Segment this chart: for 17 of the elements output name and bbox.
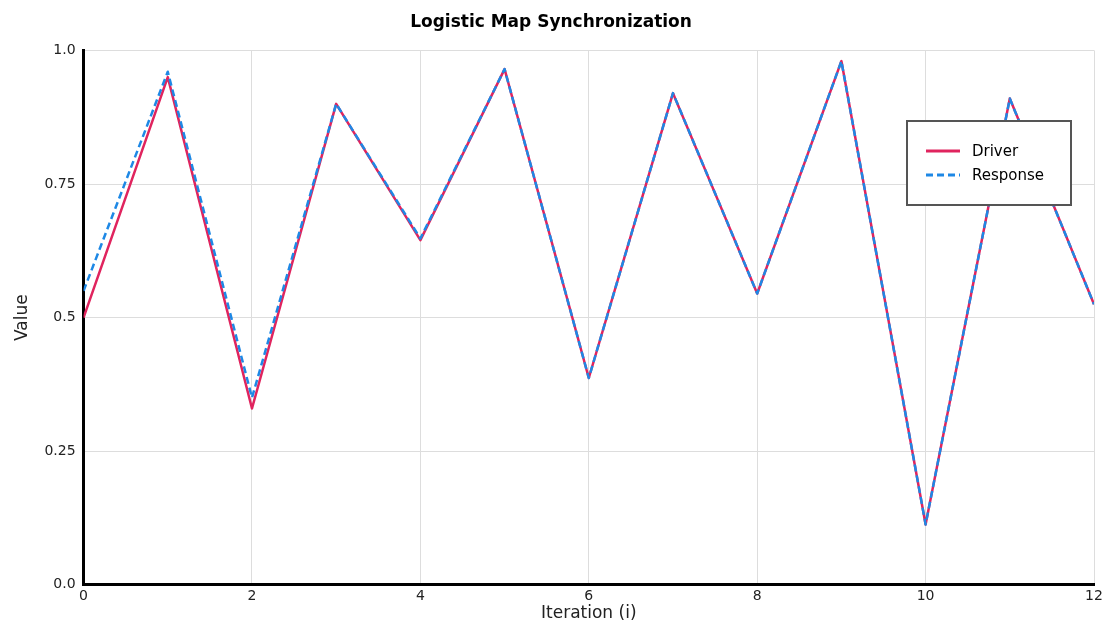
x-tick-label: 12 xyxy=(1085,586,1103,603)
y-tick-label: 0.25 xyxy=(44,441,76,458)
y-tick-label: 0.75 xyxy=(44,174,76,191)
x-tick-label: 6 xyxy=(584,586,594,603)
y-tick-label: 0.5 xyxy=(53,308,76,325)
x-tick-label: 10 xyxy=(916,586,935,603)
y-tick-label: 1.0 xyxy=(53,41,76,58)
x-tick-label: 4 xyxy=(415,586,425,603)
legend-label: Driver xyxy=(971,142,1019,160)
chart-title: Logistic Map Synchronization xyxy=(410,10,692,31)
x-tick-label: 8 xyxy=(752,586,762,603)
y-axis-title: Value xyxy=(10,294,31,341)
x-axis-title: Iteration (i) xyxy=(541,602,637,623)
x-tick-label: 0 xyxy=(79,586,89,603)
x-tick-label: 2 xyxy=(247,586,257,603)
y-tick-label: 0.0 xyxy=(53,575,76,592)
legend-label: Response xyxy=(971,166,1044,184)
